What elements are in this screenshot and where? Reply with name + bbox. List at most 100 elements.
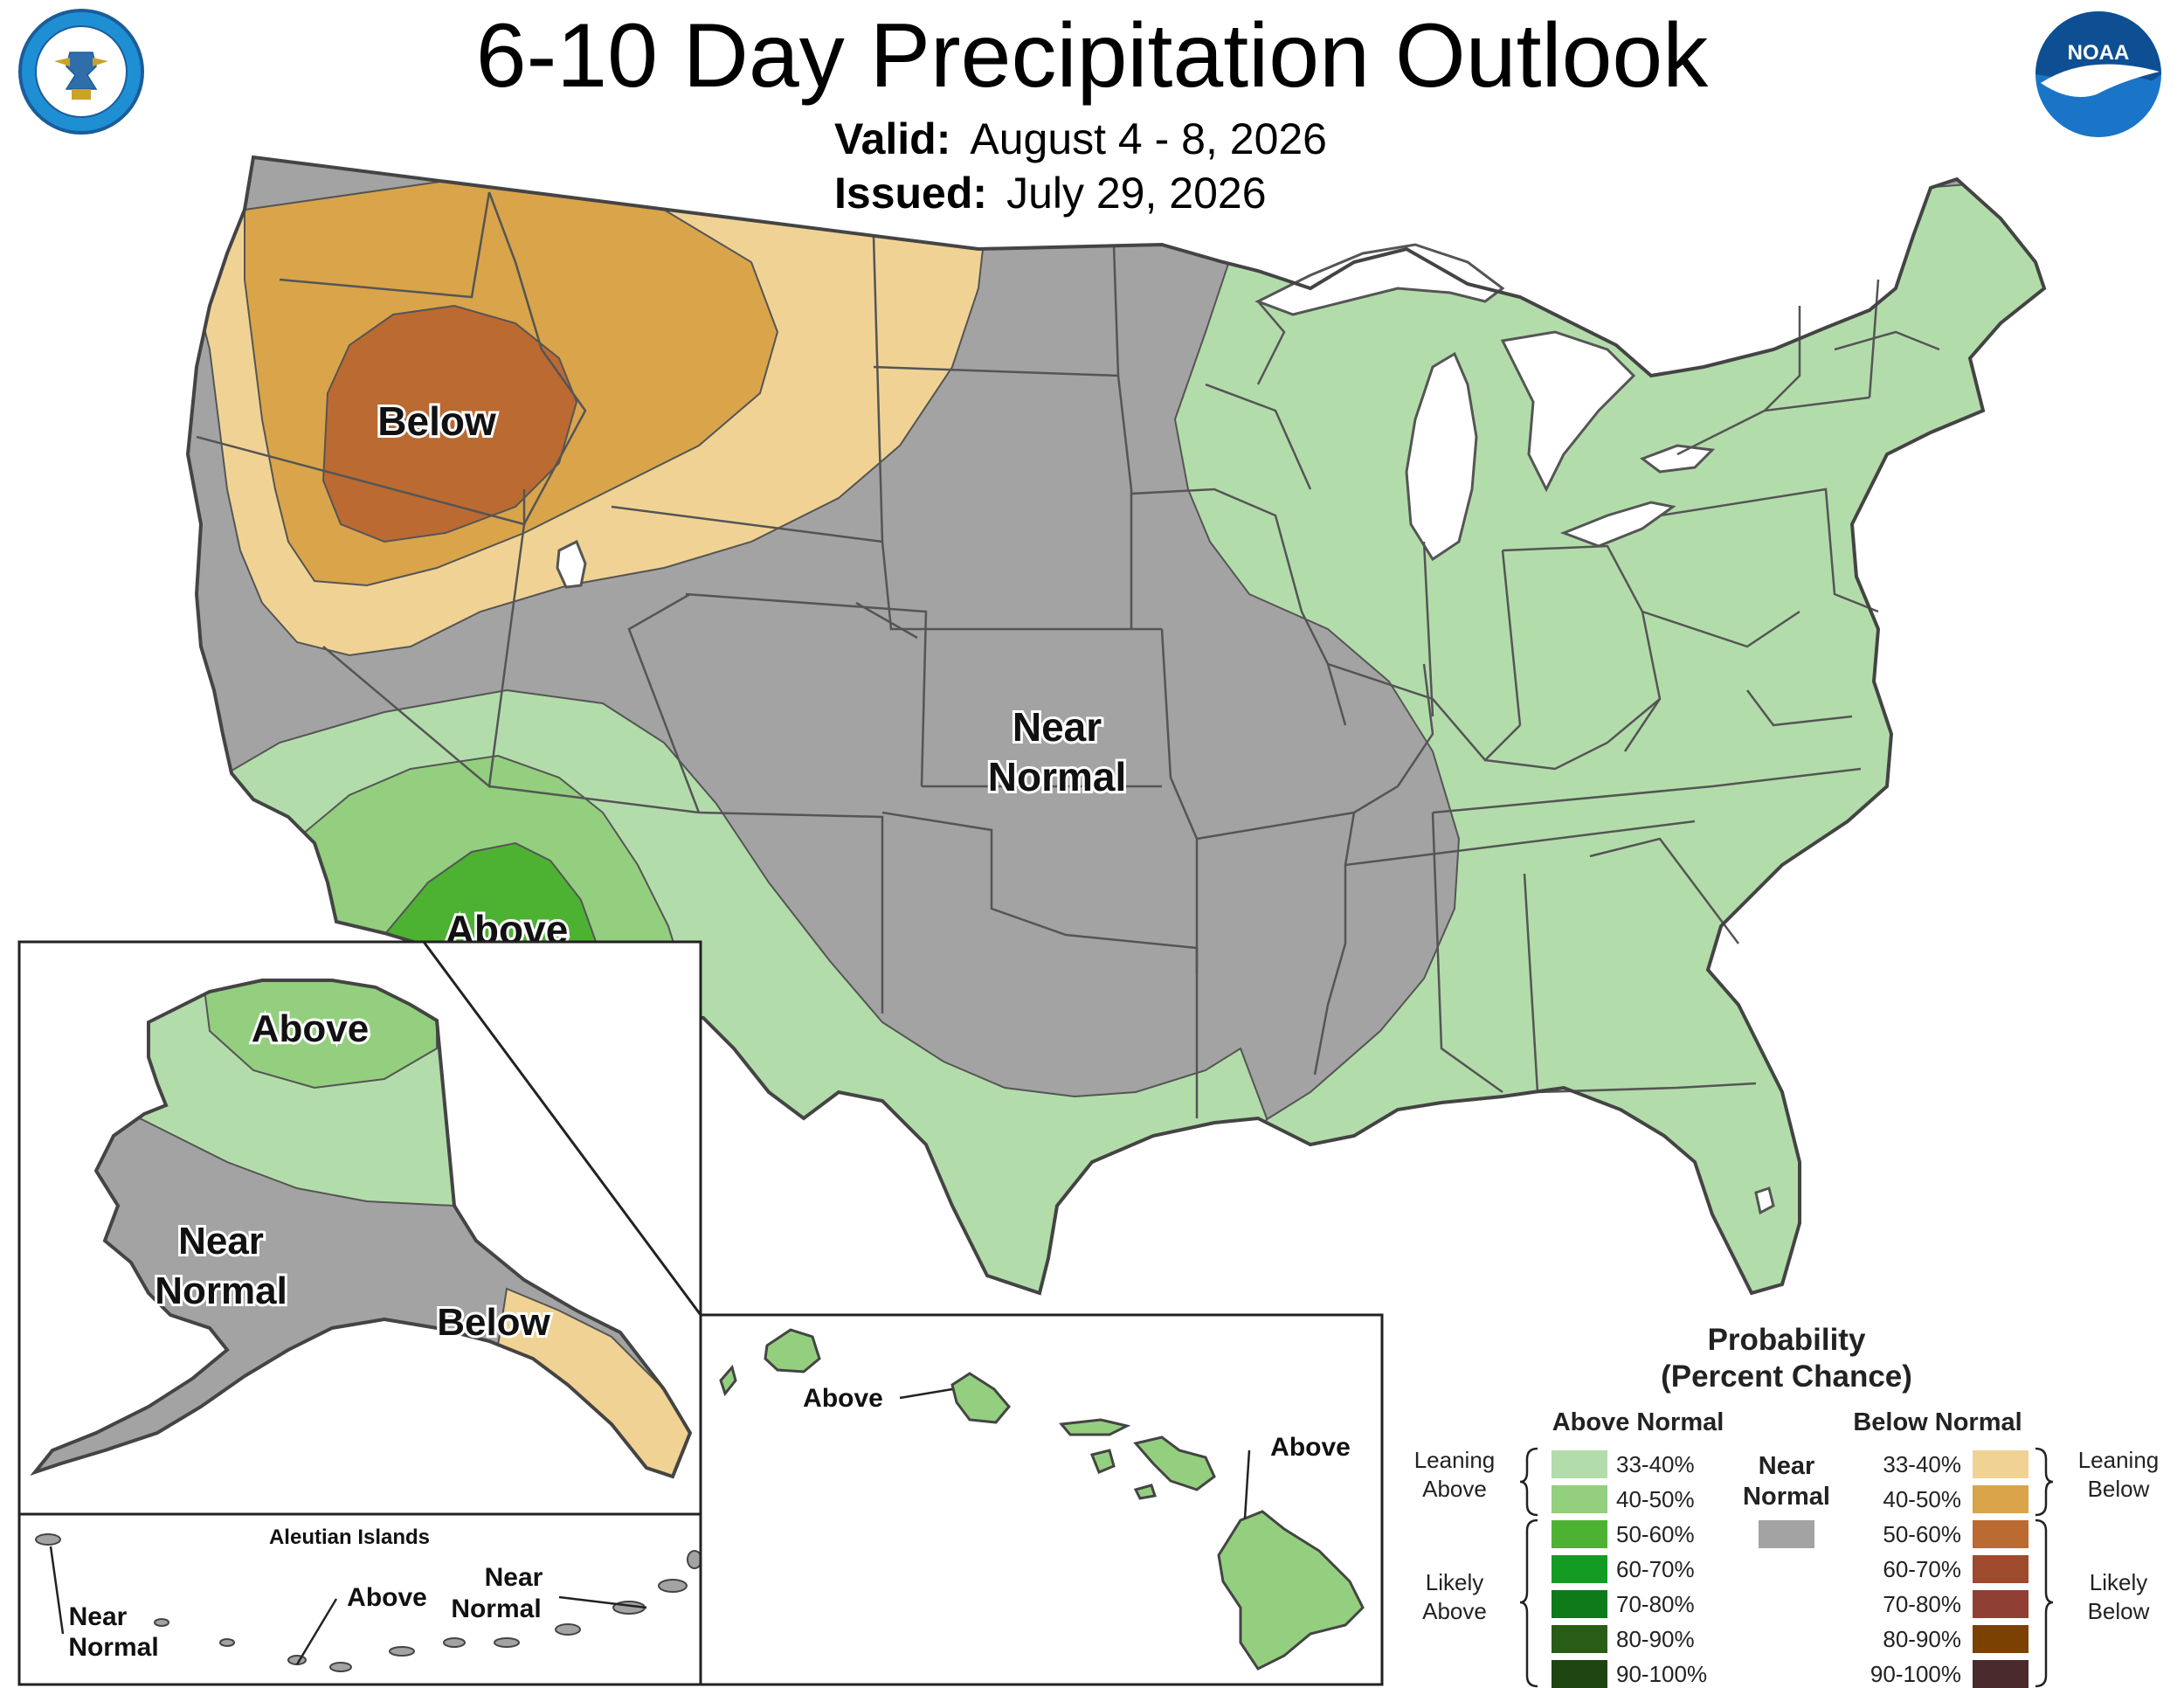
legend-above-bin-swatch <box>1552 1555 1607 1583</box>
legend-likely-above-line1: Likely <box>1426 1569 1483 1595</box>
ak-above-label: Above <box>252 1007 369 1050</box>
legend-above-bin-swatch <box>1552 1450 1607 1478</box>
legend-braces <box>1519 1447 2054 1688</box>
alaska-above-40-50 <box>199 980 438 1090</box>
great-lakes <box>556 243 1775 1215</box>
legend-above-bin-swatch <box>1552 1625 1607 1653</box>
legend-title-line1: Probability <box>1708 1323 1866 1357</box>
legend-near-line2: Normal <box>1743 1483 1830 1511</box>
legend-above-bin-label: 50-60% <box>1616 1521 1695 1547</box>
kauai <box>764 1328 821 1373</box>
aleutian-above-leader <box>295 1598 338 1665</box>
issued-value: July 29, 2026 <box>1006 169 1267 218</box>
aleutian-near1-line1: Near <box>69 1602 128 1631</box>
issued-date: Issued: July 29, 2026 <box>834 166 1267 220</box>
legend-above-bin-swatch <box>1552 1485 1607 1513</box>
legend-below-bin-swatch <box>1973 1625 2028 1653</box>
aleutian-near2-leader <box>558 1595 647 1609</box>
conus-near-label-line1: Near <box>1013 704 1102 750</box>
aleutian-near1-leader <box>49 1546 65 1635</box>
aleutian-near1-line2: Normal <box>68 1633 158 1662</box>
legend-above-bin-swatch <box>1552 1660 1607 1688</box>
state-boundaries <box>196 191 1940 1118</box>
legend-leaning-above-line2: Above <box>1422 1476 1487 1502</box>
aleutian-above-label: Above <box>347 1583 427 1612</box>
noaa-logo-text: NOAA <box>2068 41 2130 65</box>
legend-near-line1: Near <box>1759 1452 1815 1480</box>
legend-below-bin-label: 70-80% <box>1883 1591 1961 1617</box>
legend-below-bin-swatch <box>1973 1555 2028 1583</box>
legend-below-bin-swatch <box>1973 1660 2028 1688</box>
hawaii-above-right-leader <box>1243 1449 1251 1519</box>
legend-above-bin-swatch <box>1552 1590 1607 1618</box>
alaska-inset: Above Near Normal Below <box>17 940 702 1516</box>
legend-title-line2: (Percent Chance) <box>1661 1359 1912 1394</box>
niihau <box>719 1364 737 1397</box>
hawaii-above-right-label: Above <box>1270 1433 1351 1462</box>
legend-above-bin-swatch <box>1552 1520 1607 1548</box>
lake-superior <box>1254 243 1505 316</box>
legend-likely-above-line2: Above <box>1422 1598 1487 1624</box>
legend-below-bin-label: 80-90% <box>1883 1626 1961 1652</box>
hawaii-above-left-label: Above <box>803 1384 883 1413</box>
legend-below-header: Below Normal <box>1853 1408 2022 1436</box>
legend-below-bin-swatch <box>1973 1590 2028 1618</box>
lake-huron <box>1500 330 1636 493</box>
legend-below-swatches: 33-40% 40-50% 50-60% 60-70% 70-80% 80-90% 90-1… <box>1870 1450 2028 1688</box>
great-salt-lake <box>556 539 587 589</box>
aleutian-title: Aleutian Islands <box>269 1525 430 1549</box>
legend-above-bin-label: 70-80% <box>1616 1591 1695 1617</box>
legend-above-header: Above Normal <box>1552 1408 1724 1436</box>
legend-likely-below-line1: Likely <box>2090 1569 2147 1595</box>
legend-below-bin-label: 40-50% <box>1883 1486 1961 1512</box>
oahu <box>950 1372 1011 1424</box>
hawaii-big-island <box>1217 1510 1365 1671</box>
maui <box>1133 1435 1216 1491</box>
lake-michigan <box>1405 351 1478 562</box>
aleutian-inset: Aleutian Islands Near Normal Above Near … <box>17 1512 702 1686</box>
aleutian-inset-frame <box>17 1512 702 1686</box>
legend: Probability (Percent Chance) Above Norma… <box>1414 1323 2160 1688</box>
legend-above-bin-label: 80-90% <box>1616 1626 1695 1652</box>
legend-below-bin-label: 90-100% <box>1870 1661 1961 1687</box>
legend-below-bin-label: 33-40% <box>1883 1451 1961 1477</box>
aleutian-near2-line1: Near <box>485 1563 543 1592</box>
lake-okeechobee <box>1754 1186 1775 1215</box>
conus-below-label: Below <box>377 398 496 444</box>
legend-below-bin-swatch <box>1973 1520 2028 1548</box>
legend-above-bin-label: 40-50% <box>1616 1486 1695 1512</box>
noaa-logo: NOAA <box>2035 11 2161 137</box>
legend-near-swatch <box>1759 1520 1814 1548</box>
conus-near-label-line2: Normal <box>988 754 1126 799</box>
legend-leaning-above-line1: Leaning <box>1414 1447 1496 1473</box>
legend-below-bin-swatch <box>1973 1450 2028 1478</box>
aleutian-near2-line2: Normal <box>451 1595 541 1623</box>
ak-near-label-line2: Normal <box>155 1269 287 1312</box>
issued-label: Issued: <box>834 169 988 218</box>
valid-date: Valid: August 4 - 8, 2026 <box>834 112 1327 166</box>
ak-below-label: Below <box>437 1301 550 1344</box>
valid-value: August 4 - 8, 2026 <box>970 114 1327 163</box>
legend-likely-below-line2: Below <box>2088 1598 2150 1624</box>
hawaii-islands <box>719 1328 1365 1671</box>
conus-below-50-60 <box>321 304 578 543</box>
legend-leaning-below-line1: Leaning <box>2078 1447 2160 1473</box>
legend-above-swatches: 33-40% 40-50% 50-60% 60-70% 70-80% 80-90% 90-1… <box>1552 1450 1707 1688</box>
legend-leaning-below-line2: Below <box>2088 1476 2150 1502</box>
kahoolawe <box>1133 1484 1157 1500</box>
ak-near-label-line1: Near <box>178 1220 264 1263</box>
legend-below-bin-label: 60-70% <box>1883 1556 1961 1582</box>
hawaii-inset: Above Above <box>699 1313 1384 1686</box>
hawaii-above-left-leader <box>899 1387 953 1400</box>
legend-below-bin-swatch <box>1973 1485 2028 1513</box>
molokai <box>1059 1418 1131 1436</box>
legend-below-bin-label: 50-60% <box>1883 1521 1961 1547</box>
alaska-inset-connector <box>422 941 702 1316</box>
page-title: 6-10 Day Precipitation Outlook <box>475 5 1709 107</box>
valid-label: Valid: <box>834 114 951 163</box>
legend-above-bin-label: 33-40% <box>1616 1451 1695 1477</box>
legend-above-bin-label: 90-100% <box>1616 1661 1707 1687</box>
lanai <box>1089 1449 1116 1474</box>
lake-ontario <box>1639 444 1716 474</box>
